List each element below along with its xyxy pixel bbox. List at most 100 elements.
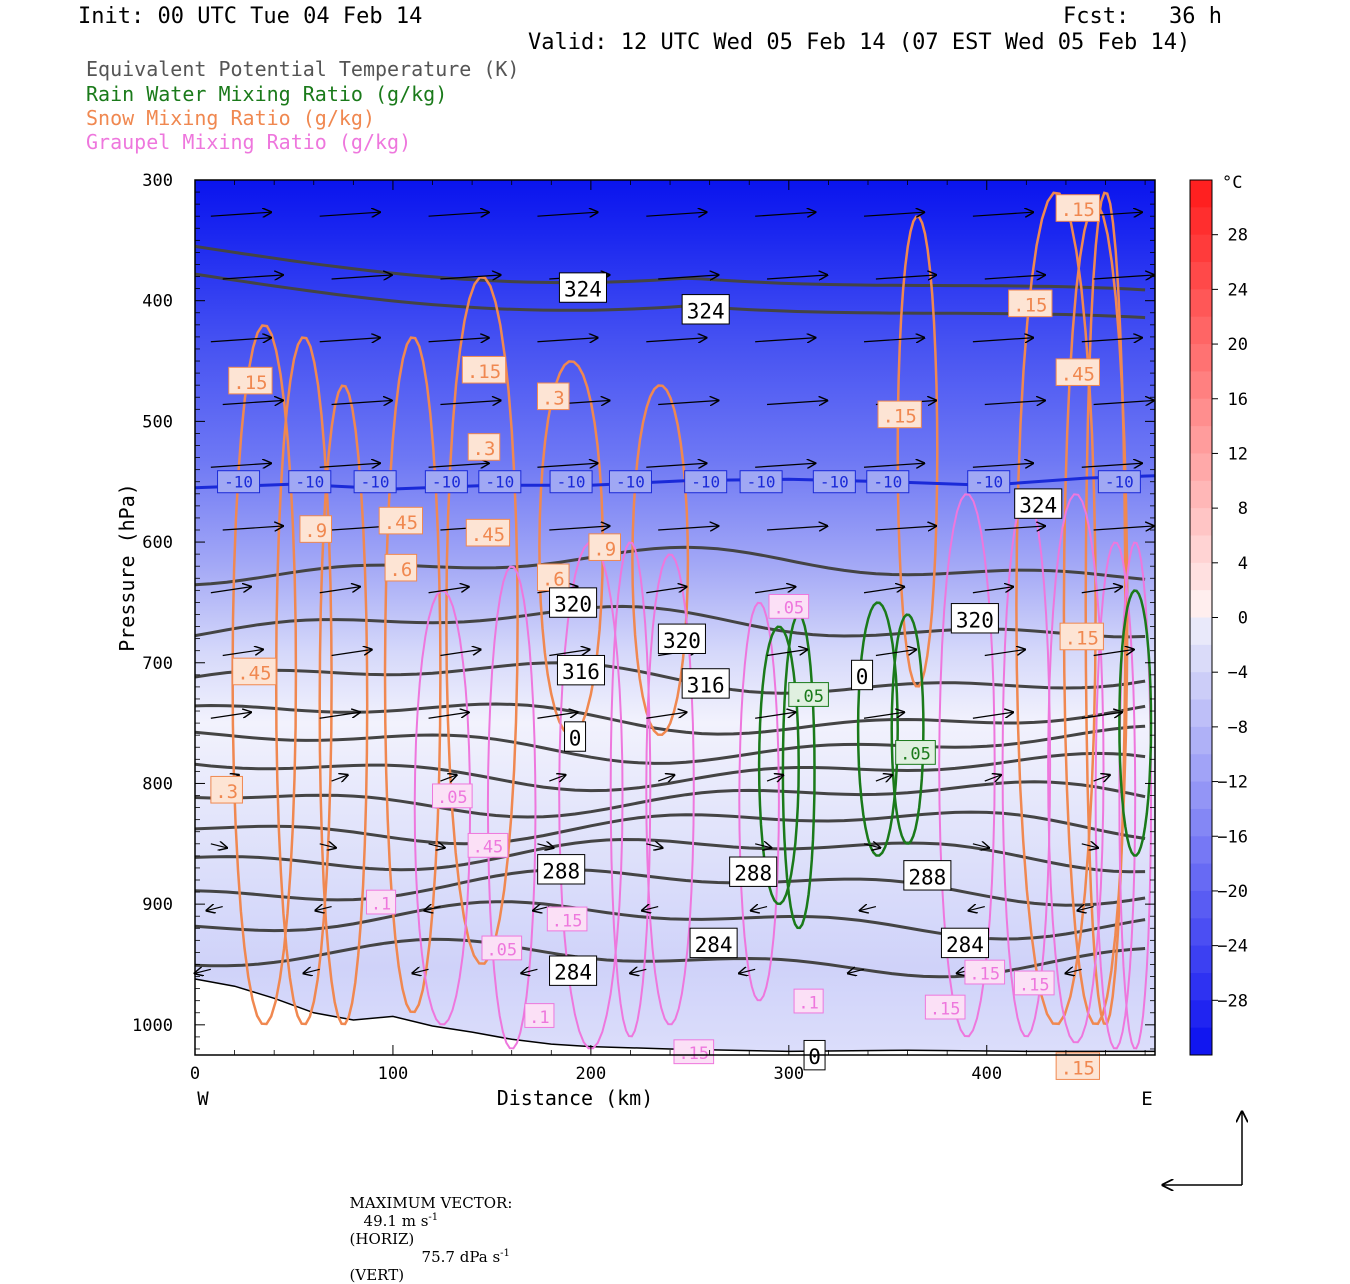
colorbar-segment	[1190, 371, 1212, 400]
wind-vector	[875, 775, 892, 781]
wind-vector	[972, 338, 1033, 342]
snow-contour	[1084, 191, 1127, 1026]
rain-label: .05	[900, 745, 931, 765]
wind-vector	[646, 463, 706, 467]
theta-e-label-box	[950, 603, 999, 634]
cross-section-chart: -10 -10 -10 -10 -10 -10 -10 -10 -10 -10 -10 -10 -10.…	[115, 171, 1248, 1200]
snow-label-box	[877, 400, 922, 429]
wind-vector	[331, 650, 372, 657]
snow-label: .15	[1061, 199, 1095, 221]
x-axis-label: Distance (km)	[497, 1086, 654, 1110]
y-tick-label: 700	[142, 654, 173, 674]
snow-label: .6	[389, 559, 412, 581]
wind-vector	[755, 212, 815, 216]
wind-vector	[767, 275, 827, 279]
snow-label: .15	[467, 361, 501, 383]
theta-e-label: 0	[856, 665, 869, 689]
minus10-label-box	[866, 470, 910, 494]
wind-vector	[319, 338, 380, 342]
minus10-label: -10	[873, 473, 902, 492]
snow-contour	[896, 215, 939, 688]
colorbar-segment	[1190, 1000, 1212, 1029]
colorbar-tick-label: −28	[1217, 991, 1248, 1011]
y-tick-label: 400	[142, 292, 173, 312]
wind-vector	[319, 712, 360, 719]
wind-vector	[1093, 400, 1154, 404]
snow-label-box	[1008, 289, 1053, 318]
graupel-label: .1	[529, 1008, 549, 1028]
theta-e-label-box	[549, 587, 598, 618]
wind-vector	[766, 775, 783, 781]
snow-label: .9	[593, 538, 616, 560]
wind-vector	[222, 650, 263, 657]
snow-contour	[318, 384, 369, 1026]
theta-e-label: 320	[956, 608, 994, 632]
wind-vector	[863, 463, 924, 467]
colorbar-tick-label: −8	[1228, 718, 1248, 738]
wind-vector	[207, 907, 223, 911]
colorbar-segment	[1190, 562, 1212, 591]
x-tick-label: 200	[576, 1064, 607, 1084]
colorbar-tick-label: −16	[1217, 827, 1248, 847]
wind-vector	[440, 775, 456, 781]
wind-vector	[537, 463, 597, 467]
rain-contour	[856, 601, 899, 857]
snow-label-box	[1059, 622, 1104, 651]
colorbar-tick-label: 28	[1228, 226, 1248, 246]
wind-vector	[537, 212, 597, 216]
minus10-label: -10	[747, 473, 776, 492]
colorbar-segment	[1190, 480, 1212, 509]
colorbar-tick-label: 0	[1238, 609, 1248, 629]
wind-vector	[646, 712, 686, 719]
snow-label: .3	[542, 387, 565, 409]
graupel-label: .15	[969, 964, 1000, 984]
wind-vector	[972, 712, 1013, 719]
theta-e-label: 284	[946, 933, 984, 957]
wind-vector	[222, 275, 283, 279]
colorbar-segment	[1190, 808, 1212, 837]
snow-contour	[1015, 191, 1097, 1026]
plot-frame	[194, 179, 1156, 1056]
wind-vector	[210, 212, 271, 216]
wind-vector	[860, 907, 877, 911]
wind-vector	[755, 712, 795, 719]
colorbar-segment	[1190, 836, 1212, 865]
wind-vector	[658, 526, 718, 530]
theta-e-label: 284	[554, 961, 592, 985]
snow-label: .3	[473, 438, 496, 460]
wind-vector	[549, 775, 565, 781]
graupel-contour	[938, 493, 996, 1038]
graupel-contour	[738, 601, 780, 1002]
colorbar-segment	[1190, 1027, 1212, 1056]
wind-vector	[875, 650, 916, 657]
rain-label-box	[788, 682, 829, 707]
minus10-label: -10	[1105, 473, 1134, 492]
snow-label-box	[384, 553, 418, 582]
colorbar-tick-label: −12	[1217, 773, 1248, 793]
minus10-label-box	[353, 470, 397, 494]
terrain-mask	[195, 979, 1155, 1055]
wind-vector	[413, 969, 429, 973]
x-end-label-east: E	[1141, 1088, 1152, 1110]
graupel-contour	[486, 565, 537, 1050]
colorbar-unit: °C	[1222, 173, 1242, 193]
theta-e-label-box	[689, 927, 738, 959]
wind-vector	[984, 526, 1045, 530]
colorbar-segment	[1190, 289, 1212, 318]
wind-vector	[1081, 463, 1142, 467]
wind-vector	[969, 907, 985, 911]
wind-vector	[972, 212, 1033, 216]
colorbar-segment	[1190, 699, 1212, 728]
graupel-label: .05	[486, 940, 517, 960]
max-vector-vert: 75.7 dPa s	[421, 1248, 501, 1266]
valid-time: Valid: 12 UTC Wed 05 Feb 14 (07 EST Wed …	[528, 30, 1191, 55]
rain-contour	[1118, 589, 1153, 857]
graupel-contour	[609, 541, 652, 1038]
snow-label-box	[1055, 1052, 1100, 1080]
minus10-label: -10	[361, 473, 390, 492]
colorbar-segment	[1190, 234, 1212, 263]
wind-vector	[319, 844, 336, 848]
theta-e-label: 316	[562, 660, 600, 684]
graupel-label: .1	[798, 993, 818, 1013]
theta-e-contour	[194, 868, 1146, 907]
